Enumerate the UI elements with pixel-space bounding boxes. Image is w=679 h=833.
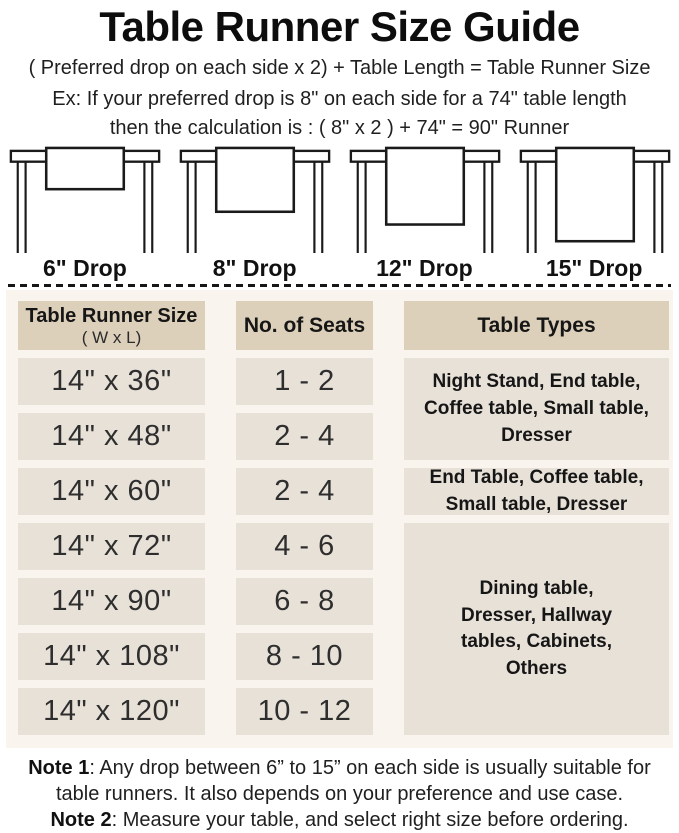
column-header-seats: No. of Seats — [236, 301, 373, 351]
seats-cell: 6 - 8 — [236, 578, 373, 626]
note-1-text: : Any drop between 6” to 15” on each sid… — [55, 757, 651, 806]
size-table-section: Table Runner Size ( W x L) No. of Seats … — [6, 290, 673, 749]
table-illustration-6-drop — [0, 145, 170, 254]
table-legs — [16, 161, 154, 254]
table-drawing-icon — [349, 146, 501, 254]
size-cell: 14" x 120" — [18, 688, 205, 736]
note-2-label: Note 2 — [50, 809, 112, 832]
seats-cell: 2 - 4 — [236, 468, 373, 516]
seats-cell: 8 - 10 — [236, 633, 373, 681]
runner-rect — [44, 146, 126, 191]
table-drawing-icon — [9, 146, 161, 254]
example-line-1: Ex: If your preferred drop is 8" on each… — [52, 88, 627, 111]
note-1-label: Note 1 — [28, 757, 90, 780]
seats-cell: 2 - 4 — [236, 413, 373, 461]
table-legs — [526, 161, 664, 254]
table-drawing-icon — [519, 146, 671, 254]
drop-label-8: 8" Drop — [212, 255, 297, 282]
size-cell: 14" x 90" — [18, 578, 205, 626]
drop-labels-row: 6" Drop 8" Drop 12" Drop 15" Drop — [0, 255, 679, 281]
formula-text: ( Preferred drop on each side x 2) + Tab… — [28, 57, 651, 80]
table-runner-size-guide-page: Table Runner Size Guide ( Preferred drop… — [0, 3, 679, 831]
size-table: Table Runner Size ( W x L) No. of Seats … — [18, 301, 669, 736]
table-legs — [186, 161, 324, 254]
drop-illustrations-row — [0, 145, 679, 254]
runner-rect — [384, 146, 466, 226]
size-cell: 14" x 36" — [18, 358, 205, 406]
column-header-runner-size-title: Table Runner Size — [25, 304, 198, 327]
table-types-cell-medium-tables: End Table, Coffee table, Small table, Dr… — [404, 467, 669, 516]
seats-cell: 1 - 2 — [236, 358, 373, 406]
drop-label-15: 15" Drop — [545, 255, 643, 282]
column-header-table-types: Table Types — [404, 301, 669, 351]
page-title: Table Runner Size Guide — [99, 3, 580, 50]
size-cell: 14" x 60" — [18, 468, 205, 516]
column-header-runner-size-subtitle: ( W x L) — [81, 327, 142, 347]
size-cell: 14" x 72" — [18, 523, 205, 571]
example-line-2: then the calculation is : ( 8" x 2 ) + 7… — [109, 117, 570, 140]
note-1: Note 1: Any drop between 6” to 15” on ea… — [0, 755, 679, 807]
dashed-divider — [8, 284, 671, 288]
column-header-runner-size: Table Runner Size ( W x L) — [18, 301, 205, 351]
drop-label-6: 6" Drop — [43, 255, 127, 282]
seats-cell: 4 - 6 — [236, 523, 373, 571]
size-cell: 14" x 48" — [18, 413, 205, 461]
footnotes: Note 1: Any drop between 6” to 15” on ea… — [0, 755, 679, 833]
table-drawing-icon — [179, 146, 331, 254]
note-2: Note 2: Measure your table, and select r… — [0, 807, 679, 833]
table-legs — [356, 161, 494, 254]
runner-rect — [554, 146, 636, 243]
table-types-cell-small-tables: Night Stand, End table, Coffee table, Sm… — [404, 358, 669, 461]
size-cell: 14" x 108" — [18, 633, 205, 681]
table-illustration-15-drop — [510, 145, 679, 254]
table-illustration-12-drop — [340, 145, 510, 254]
table-illustration-8-drop — [170, 145, 340, 254]
note-2-text: : Measure your table, and select right s… — [111, 809, 629, 832]
drop-label-12: 12" Drop — [376, 255, 473, 282]
table-types-cell-large-tables: Dining table, Dresser, Hallway tables, C… — [404, 523, 669, 736]
seats-cell: 10 - 12 — [236, 688, 373, 736]
runner-rect — [214, 146, 296, 214]
